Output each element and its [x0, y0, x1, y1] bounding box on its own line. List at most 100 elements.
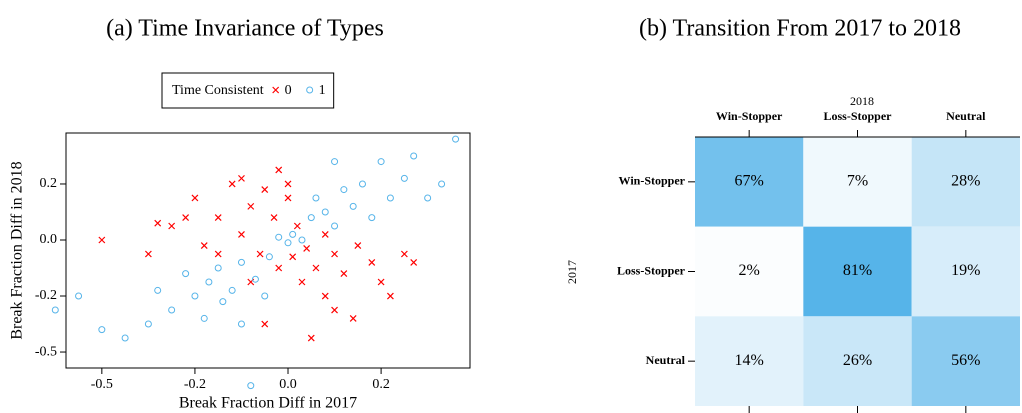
legend: Time Consistent 0 1 — [161, 72, 335, 109]
point — [377, 158, 385, 166]
x-category: Win-Stopper — [716, 109, 783, 123]
point — [331, 306, 338, 314]
point — [270, 214, 278, 222]
point — [219, 298, 227, 306]
point — [284, 180, 292, 188]
point — [340, 270, 348, 278]
point — [289, 253, 297, 261]
point — [98, 236, 106, 244]
cell-label: 67% — [735, 173, 764, 190]
point — [321, 292, 329, 300]
cell-label: 56% — [951, 352, 980, 369]
y-tick-label: -0.5 — [35, 344, 57, 359]
point — [154, 219, 162, 227]
point — [261, 320, 269, 328]
point — [298, 278, 306, 286]
point — [284, 239, 292, 247]
y-tick-label: 0.0 — [40, 232, 58, 247]
point — [354, 242, 362, 250]
point — [191, 292, 199, 300]
x-category: Neutral — [946, 109, 986, 123]
point — [410, 152, 418, 160]
legend-box — [161, 72, 335, 109]
heat-cell — [803, 137, 912, 227]
point — [400, 250, 408, 258]
y-category: Win-Stopper — [619, 174, 686, 188]
y-axis-label: 2017 — [565, 260, 579, 284]
point — [214, 250, 222, 258]
heat-cell — [695, 226, 804, 317]
point — [303, 244, 311, 252]
point — [306, 86, 314, 94]
heat-cell — [911, 316, 1020, 406]
point — [98, 326, 106, 334]
x-category: Loss-Stopper — [823, 109, 892, 123]
chart-title: (b) Transition From 2017 to 2018 — [639, 16, 961, 42]
point — [284, 194, 292, 202]
cell-label: 28% — [951, 173, 980, 190]
point — [228, 180, 236, 188]
point — [168, 222, 176, 230]
point — [321, 230, 329, 238]
point — [349, 202, 357, 210]
point — [121, 334, 129, 342]
point — [424, 194, 432, 202]
point — [289, 230, 297, 238]
point — [312, 264, 320, 272]
point — [331, 222, 339, 230]
point — [331, 158, 339, 166]
point — [154, 286, 162, 294]
point — [340, 186, 348, 194]
x-tick-label: -0.5 — [91, 377, 113, 392]
heat-cell — [695, 137, 804, 227]
cell-label: 19% — [951, 262, 980, 279]
y-axis-label: Break Fraction Diff in 2018 — [9, 161, 26, 339]
y-category: Loss-Stopper — [617, 263, 686, 277]
point — [331, 250, 338, 258]
point — [251, 275, 259, 283]
point — [275, 166, 283, 174]
point — [237, 320, 245, 328]
legend-label: 1 — [319, 83, 326, 98]
point — [228, 286, 236, 294]
point — [144, 250, 152, 258]
point — [400, 174, 408, 182]
point — [272, 86, 280, 94]
heat-cell — [911, 226, 1020, 317]
heat-cell — [803, 226, 912, 317]
x-axis-label: Break Fraction Diff in 2017 — [179, 395, 357, 412]
point — [247, 202, 255, 210]
heat-cell — [803, 316, 912, 406]
point — [386, 292, 394, 300]
point — [368, 258, 376, 266]
point — [200, 242, 208, 250]
point — [200, 314, 208, 322]
point — [368, 214, 376, 222]
point — [51, 306, 59, 314]
x-tick-label: 0.2 — [372, 377, 390, 392]
x-axis-label: 2018 — [850, 94, 874, 108]
point — [298, 236, 306, 244]
cell-label: 81% — [843, 262, 872, 279]
point — [307, 214, 315, 222]
heat-cell — [911, 137, 1020, 227]
point — [377, 278, 385, 286]
chart-title: (a) Time Invariance of Types — [106, 16, 384, 42]
point — [205, 278, 213, 286]
point — [256, 250, 264, 258]
point — [214, 214, 222, 222]
point — [293, 222, 301, 230]
point — [261, 186, 269, 194]
cell-label: 7% — [847, 173, 868, 190]
heat-cell — [695, 316, 804, 406]
point — [452, 135, 460, 143]
point — [312, 194, 320, 202]
y-tick-label: 0.2 — [40, 176, 58, 191]
point — [358, 180, 366, 188]
point — [238, 174, 245, 182]
y-tick-label: -0.2 — [35, 288, 57, 303]
legend-label: 0 — [285, 83, 292, 98]
point — [75, 292, 83, 300]
point — [182, 214, 190, 222]
